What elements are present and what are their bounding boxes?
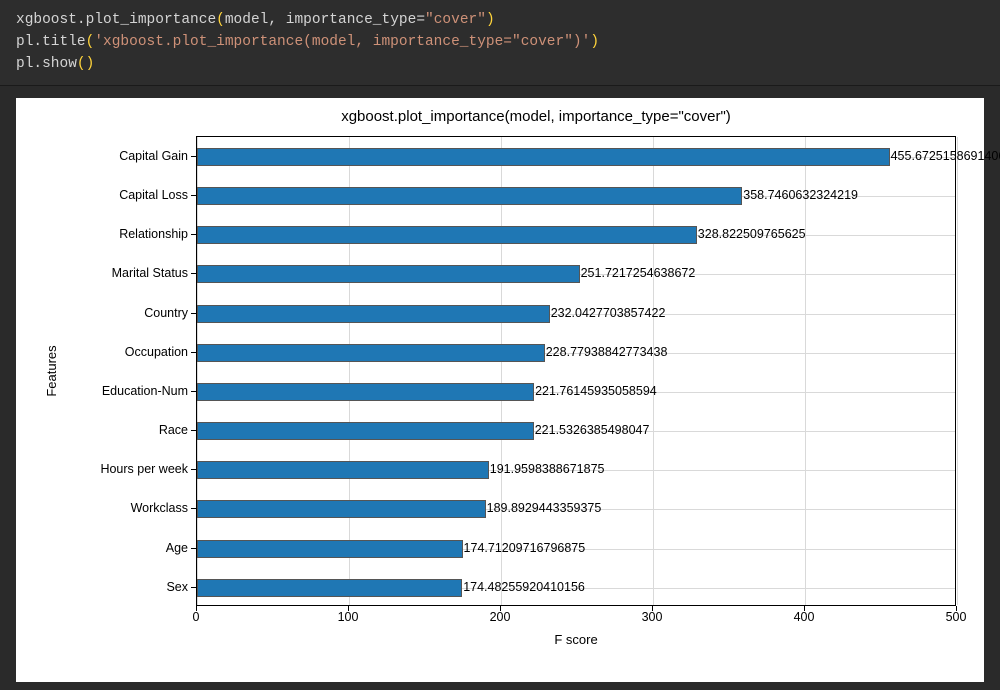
y-axis-label: Features [44, 346, 59, 397]
code-token: 'xgboost.plot_importance(model, importan… [94, 34, 590, 50]
code-token: "cover" [425, 12, 486, 28]
bar-value-label: 221.5326385498047 [535, 423, 650, 437]
y-tick-mark [191, 548, 196, 549]
bar-value-label: 221.76145935058594 [535, 384, 657, 398]
code-token: ) [590, 34, 599, 50]
code-token: plot_importance [86, 12, 217, 28]
x-tick-label: 0 [193, 610, 200, 624]
bar [197, 305, 550, 323]
chart-title: xgboost.plot_importance(model, importanc… [26, 108, 966, 125]
code-line-3: pl.show() [16, 54, 984, 76]
y-tick-label: Capital Loss [26, 188, 188, 202]
y-tick-label: Race [26, 423, 188, 437]
code-token: model [225, 12, 269, 28]
bar-value-label: 358.7460632324219 [743, 188, 858, 202]
code-token: . [77, 12, 86, 28]
x-gridline [805, 137, 806, 605]
y-tick-mark [191, 313, 196, 314]
chart-area: xgboost.plot_importance(model, importanc… [26, 108, 966, 668]
y-tick-mark [191, 195, 196, 196]
code-line-2: pl.title('xgboost.plot_importance(model,… [16, 32, 984, 54]
y-tick-mark [191, 234, 196, 235]
bar-value-label: 251.7217254638672 [581, 266, 696, 280]
y-tick-label: Relationship [26, 227, 188, 241]
bar [197, 148, 890, 166]
bar [197, 422, 534, 440]
bar [197, 187, 742, 205]
code-token: = [416, 12, 425, 28]
x-tick-label: 400 [794, 610, 815, 624]
y-tick-mark [191, 352, 196, 353]
y-tick-label: Workclass [26, 501, 188, 515]
code-token: title [42, 34, 86, 50]
y-tick-label: Capital Gain [26, 149, 188, 163]
plot-box [196, 136, 956, 606]
bar [197, 500, 486, 518]
x-axis-label: F score [554, 632, 597, 647]
code-token: ( [216, 12, 225, 28]
x-tick-label: 500 [946, 610, 967, 624]
y-tick-mark [191, 469, 196, 470]
code-token: ( [77, 56, 86, 72]
code-token: pl [16, 34, 33, 50]
code-token: . [33, 56, 42, 72]
bar-value-label: 232.0427703857422 [551, 306, 666, 320]
bar-value-label: 328.822509765625 [698, 227, 806, 241]
y-tick-label: Marital Status [26, 266, 188, 280]
x-tick-label: 100 [338, 610, 359, 624]
chart-output: xgboost.plot_importance(model, importanc… [16, 98, 984, 682]
bar-value-label: 455.6725158691406 [891, 149, 1000, 163]
bar [197, 383, 534, 401]
code-line-1: xgboost.plot_importance(model, importanc… [16, 10, 984, 32]
x-tick-label: 300 [642, 610, 663, 624]
y-tick-label: Sex [26, 580, 188, 594]
bar-value-label: 189.8929443359375 [487, 501, 602, 515]
bar [197, 265, 580, 283]
code-cell: xgboost.plot_importance(model, importanc… [0, 0, 1000, 86]
bar [197, 540, 463, 558]
y-tick-mark [191, 508, 196, 509]
code-token: ) [86, 56, 95, 72]
x-gridline [653, 137, 654, 605]
bar [197, 461, 489, 479]
code-token: show [42, 56, 77, 72]
x-gridline [957, 137, 958, 605]
y-tick-label: Age [26, 541, 188, 555]
y-tick-mark [191, 273, 196, 274]
x-gridline [501, 137, 502, 605]
code-token: pl [16, 56, 33, 72]
y-tick-label: Country [26, 306, 188, 320]
y-tick-label: Hours per week [26, 462, 188, 476]
x-tick-label: 200 [490, 610, 511, 624]
bar-value-label: 191.9598388671875 [490, 462, 605, 476]
x-gridline [197, 137, 198, 605]
code-token: ) [486, 12, 495, 28]
bar-value-label: 174.71209716796875 [464, 541, 586, 555]
bar-value-label: 174.48255920410156 [463, 580, 585, 594]
y-tick-mark [191, 587, 196, 588]
code-token: . [33, 34, 42, 50]
bar [197, 226, 697, 244]
bar [197, 579, 462, 597]
y-tick-mark [191, 156, 196, 157]
x-gridline [349, 137, 350, 605]
y-tick-mark [191, 391, 196, 392]
code-token: , importance_type [268, 12, 416, 28]
y-tick-mark [191, 430, 196, 431]
bar-value-label: 228.77938842773438 [546, 345, 668, 359]
code-token: xgboost [16, 12, 77, 28]
bar [197, 344, 545, 362]
